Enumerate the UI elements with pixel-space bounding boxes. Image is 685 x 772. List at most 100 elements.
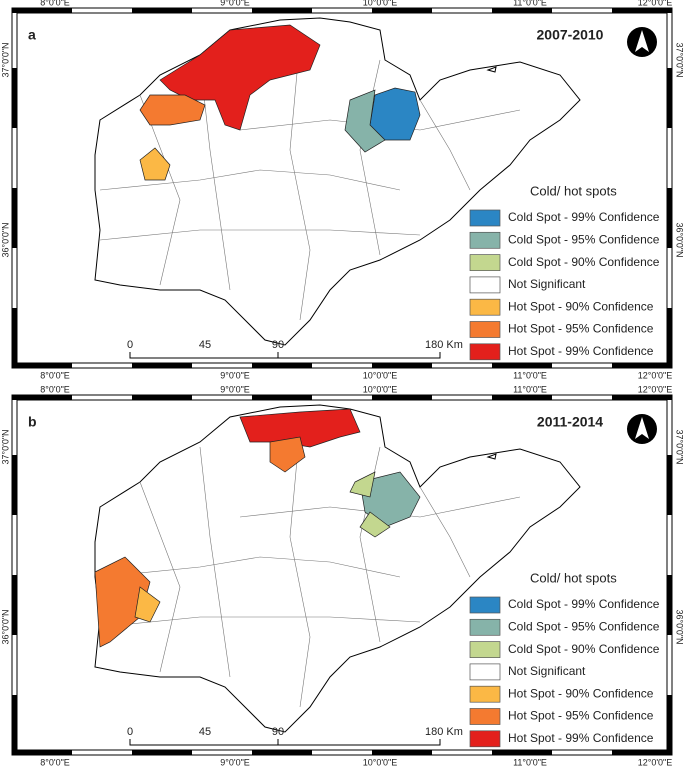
frame-strip (492, 750, 552, 755)
longitude-label: 10°0'0"E (363, 370, 398, 380)
legend-swatch (469, 708, 501, 725)
frame-strip (12, 308, 17, 368)
longitude-label: 9°0'0"E (220, 384, 250, 394)
legend-label: Not Significant (508, 277, 586, 291)
frame-strip (492, 395, 552, 400)
longitude-label: 10°0'0"E (363, 384, 398, 394)
frame-strip (372, 750, 432, 755)
longitude-label: 10°0'0"E (363, 0, 398, 7)
hotspot-region (359, 471, 421, 528)
frame-strip (492, 8, 552, 13)
scale-label: 180 Km (425, 339, 463, 351)
hotspot-region (349, 471, 376, 498)
map-border (16, 12, 668, 364)
legend-label: Hot Spot - 90% Confidence (508, 299, 654, 313)
legend-label: Cold Spot - 95% Confidence (508, 619, 660, 633)
legend-label: Not Significant (508, 664, 586, 678)
frame-strip (667, 188, 672, 248)
district-border (99, 169, 401, 191)
longitude-label: 8°0'0"E (40, 370, 70, 380)
district-border (99, 556, 401, 578)
longitude-label: 12°0'0"E (638, 0, 673, 7)
legend-swatch (469, 618, 501, 636)
landmass (94, 404, 581, 733)
legend-swatch (469, 231, 501, 249)
legend-label: Cold Spot - 99% Confidence (508, 210, 660, 224)
latitude-label: 37°0'0"N (675, 42, 685, 77)
hotspot-region (134, 586, 161, 623)
legend-title: Cold/ hot spots (530, 183, 617, 198)
frame-strip (12, 575, 17, 635)
scale-label: 0 (127, 339, 133, 351)
frame-strip (667, 308, 672, 368)
longitude-label: 9°0'0"E (220, 0, 250, 7)
scale-bar (129, 352, 441, 359)
district-border (289, 426, 311, 708)
island (486, 66, 497, 73)
latitude-label: 36°0'0"N (0, 609, 10, 644)
north-arrow (635, 30, 649, 52)
north-arrow (635, 417, 649, 439)
frame-strip (612, 750, 672, 755)
district-border (139, 481, 181, 673)
legend-label: Hot Spot - 90% Confidence (508, 686, 654, 700)
period-title: 2011-2014 (537, 414, 603, 430)
latitude-label: 37°0'0"N (0, 42, 10, 77)
latitude-label: 37°0'0"N (675, 429, 685, 464)
latitude-label: 36°0'0"N (675, 222, 685, 257)
period-title: 2007-2010 (537, 27, 604, 43)
frame-strip (612, 363, 672, 368)
frame-strip (612, 395, 672, 400)
longitude-label: 12°0'0"E (638, 757, 673, 767)
frame-strip (252, 8, 312, 13)
legend-label: Hot Spot - 95% Confidence (508, 322, 654, 336)
legend-swatch (469, 663, 501, 681)
frame-strip (12, 395, 72, 400)
legend-swatch (469, 730, 501, 748)
district-border (289, 39, 311, 321)
legend-label: Cold Spot - 90% Confidence (508, 255, 660, 269)
scale-label: 90 (272, 339, 284, 351)
frame-strip (12, 8, 72, 13)
legend-label: Hot Spot - 99% Confidence (508, 344, 654, 358)
longitude-label: 11°0'0"E (513, 384, 547, 394)
longitude-label: 11°0'0"E (513, 757, 547, 767)
frame-strip (12, 68, 17, 128)
scale-label: 0 (127, 726, 133, 738)
frame-strip (667, 455, 672, 515)
frame-strip (372, 395, 432, 400)
latitude-label: 36°0'0"N (675, 609, 685, 644)
legend-swatch (469, 276, 501, 294)
frame-strip (132, 750, 192, 755)
longitude-label: 12°0'0"E (638, 370, 673, 380)
frame-strip (12, 188, 17, 248)
hotspot-region (359, 511, 391, 538)
longitude-label: 8°0'0"E (40, 757, 70, 767)
legend-swatch (469, 641, 501, 658)
longitude-label: 8°0'0"E (40, 384, 70, 394)
frame-strip (252, 395, 312, 400)
frame-strip (667, 575, 672, 635)
latitude-label: 36°0'0"N (0, 222, 10, 257)
frame-strip (12, 695, 17, 755)
scale-label: 45 (199, 339, 211, 351)
panel-label: b (28, 414, 37, 430)
district-border (139, 94, 181, 286)
legend-label: Hot Spot - 99% Confidence (508, 731, 654, 745)
legend-swatch (469, 321, 501, 338)
legend-title: Cold/ hot spots (530, 570, 617, 585)
legend-label: Hot Spot - 95% Confidence (508, 709, 654, 723)
frame-strip (132, 395, 192, 400)
hotspot-region (139, 94, 206, 126)
frame-strip (132, 363, 192, 368)
district-border (199, 446, 231, 678)
hotspot-region (344, 89, 386, 153)
scale-label: 90 (272, 726, 284, 738)
frame-strip (252, 750, 312, 755)
scale-label: 45 (199, 726, 211, 738)
legend-label: Cold Spot - 99% Confidence (508, 597, 660, 611)
legend-swatch (469, 298, 501, 316)
longitude-label: 11°0'0"E (513, 0, 547, 7)
scale-label: 180 Km (425, 726, 463, 738)
